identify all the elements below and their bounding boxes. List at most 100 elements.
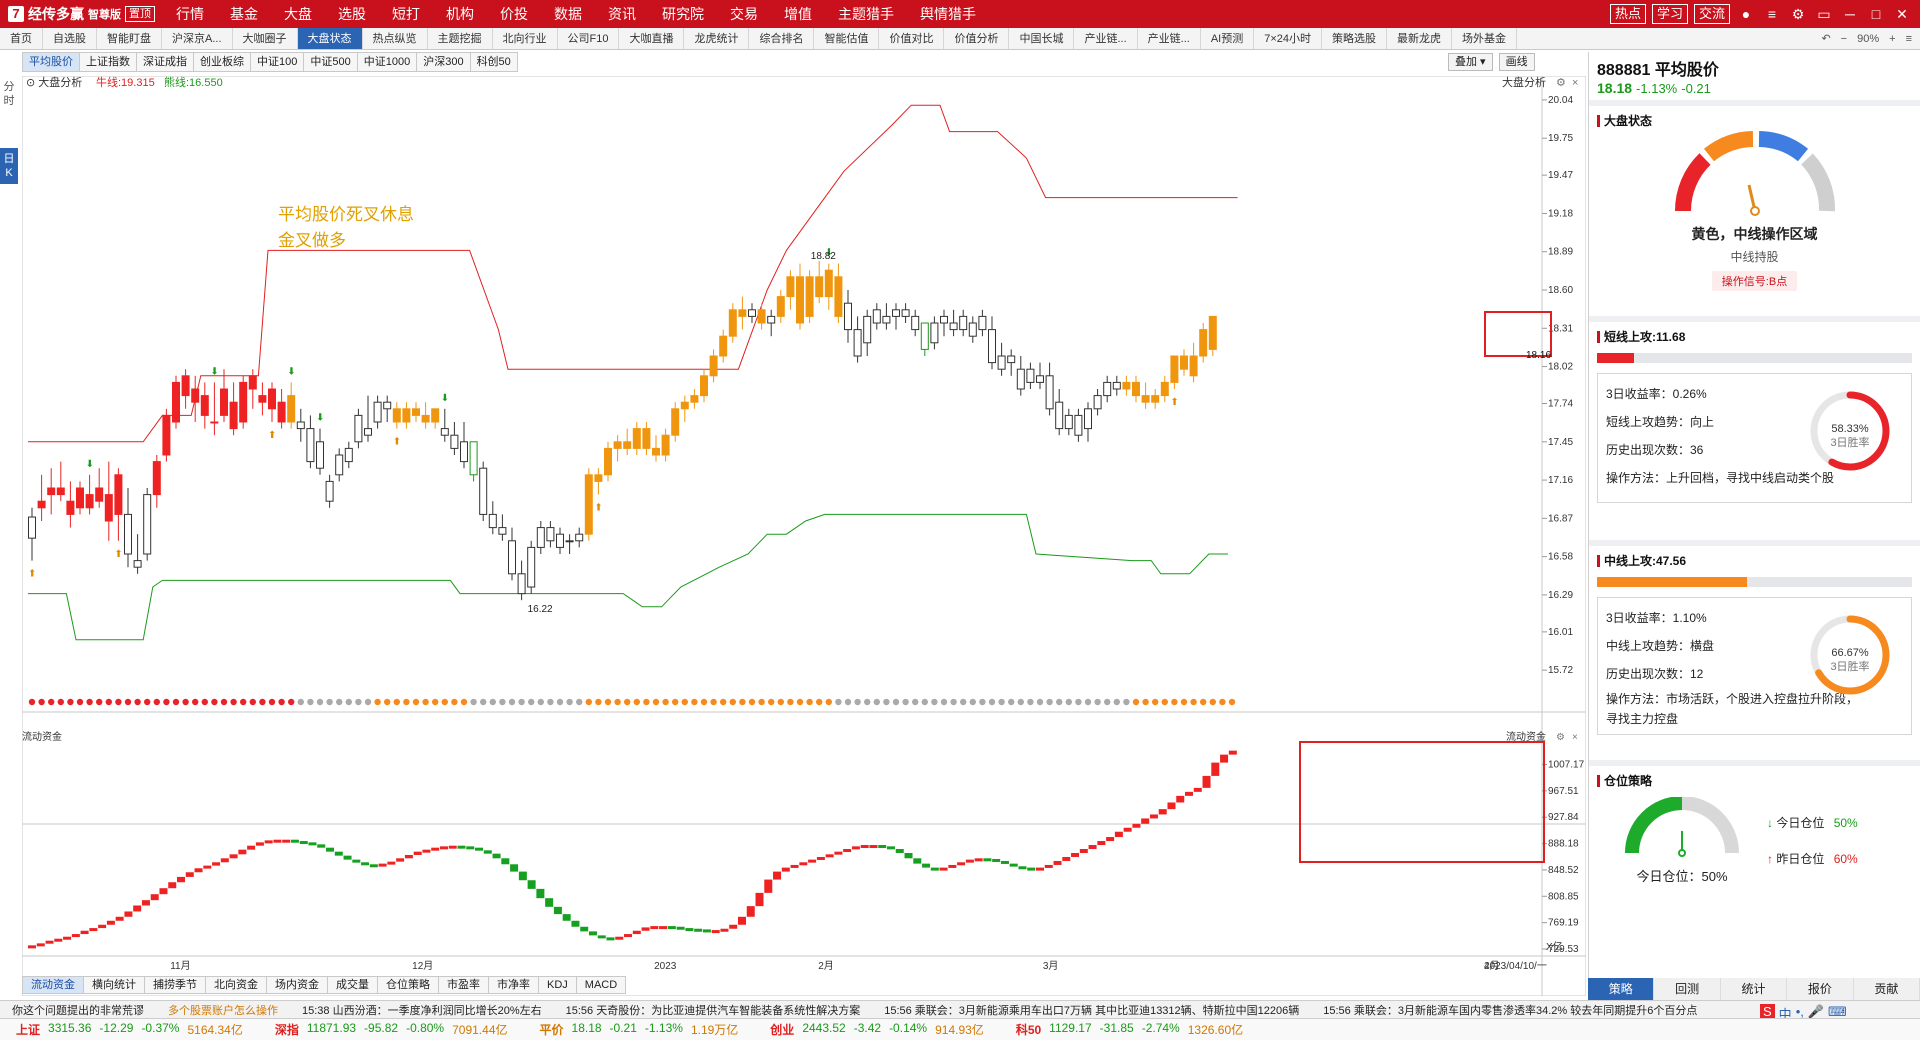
zoom-out-icon[interactable]: −: [1840, 32, 1848, 45]
minimize-icon[interactable]: ─: [1845, 6, 1855, 22]
index-tab[interactable]: 中证1000: [356, 52, 418, 72]
index-tab[interactable]: 沪深300: [416, 52, 471, 72]
ime-mic-icon[interactable]: 🎤: [1807, 1004, 1825, 1019]
indicator-tab[interactable]: 北向资金: [205, 976, 267, 994]
news-item[interactable]: 多个股票账户怎么操作: [168, 1004, 278, 1017]
tab-item[interactable]: AI预测: [1201, 28, 1255, 49]
tab-item[interactable]: 大咖直播: [619, 28, 685, 49]
news-item[interactable]: 15:38 山西汾酒：一季度净利润同比增长20%左右: [302, 1004, 542, 1017]
indicator-tab[interactable]: MACD: [575, 976, 627, 994]
index-quote[interactable]: 平价 18.18 -0.21 -1.13% 1.19万亿: [524, 1021, 755, 1038]
menu-item[interactable]: 资讯: [608, 6, 636, 22]
strategy-tab[interactable]: 统计: [1720, 978, 1788, 1000]
menu-item[interactable]: 基金: [230, 6, 258, 22]
index-quote[interactable]: 深指 11871.93 -95.82 -0.80% 7091.44亿: [259, 1021, 524, 1038]
indicator-tab[interactable]: 流动资金: [22, 976, 84, 994]
index-tab[interactable]: 上证指数: [79, 52, 137, 72]
menu-item[interactable]: 舆情猎手: [920, 6, 976, 22]
tab-item[interactable]: 北向行业: [493, 28, 558, 49]
menu-item[interactable]: 价投: [500, 6, 528, 22]
gear-icon[interactable]: ⚙: [1791, 5, 1805, 22]
index-tab[interactable]: 中证100: [250, 52, 305, 72]
user-icon[interactable]: ●: [1741, 6, 1751, 22]
index-quote[interactable]: 创业 2443.52 -3.42 -0.14% 914.93亿: [754, 1021, 1000, 1038]
flow-settings-icon[interactable]: ⚙: [1556, 732, 1565, 743]
market-state-signal[interactable]: 操作信号:B点: [1711, 271, 1798, 291]
edition-badge[interactable]: 置顶: [125, 6, 155, 22]
maximize-icon[interactable]: □: [1871, 6, 1881, 22]
tab-item[interactable]: 龙虎统计: [684, 28, 750, 49]
indicator-tab[interactable]: 仓位策略: [377, 976, 439, 994]
indicator-tab[interactable]: 市净率: [488, 976, 539, 994]
menu-item[interactable]: 增值: [784, 6, 812, 22]
indicator-tab[interactable]: 横向统计: [83, 976, 145, 994]
tab-item[interactable]: 场外基金: [1452, 28, 1518, 49]
zoom-in-icon[interactable]: +: [1889, 32, 1896, 45]
tab-item[interactable]: 7×24小时: [1254, 28, 1323, 49]
fullscreen-icon[interactable]: ▭: [1817, 5, 1831, 22]
menu-item[interactable]: 数据: [554, 6, 582, 22]
indicator-tab[interactable]: 场内资金: [266, 976, 328, 994]
draw-button[interactable]: 画线: [1498, 53, 1535, 71]
menu-icon[interactable]: ≡: [1767, 6, 1777, 22]
tab-item[interactable]: 主题挖掘: [428, 28, 493, 49]
ime-punct-icon[interactable]: •,: [1795, 1004, 1804, 1019]
period-shi[interactable]: 时: [3, 95, 15, 107]
index-tab[interactable]: 平均股价: [22, 52, 80, 72]
tab-item[interactable]: 热点纵览: [363, 28, 428, 49]
tab-item[interactable]: 价值对比: [879, 28, 945, 49]
index-quote[interactable]: 上证 3315.36 -12.29 -0.37% 5164.34亿: [0, 1021, 259, 1038]
menu-item[interactable]: 研究院: [662, 6, 704, 22]
close-icon[interactable]: ✕: [1896, 5, 1908, 22]
tab-item[interactable]: 大盘状态: [297, 28, 363, 49]
menu-item[interactable]: 机构: [446, 6, 474, 22]
index-tab[interactable]: 中证500: [303, 52, 358, 72]
hot-button[interactable]: 热点: [1609, 4, 1646, 24]
indicator-tab[interactable]: 捕捞季节: [144, 976, 206, 994]
menu-item[interactable]: 选股: [338, 6, 366, 22]
index-tab[interactable]: 创业板综: [193, 52, 251, 72]
index-tab[interactable]: 科创50: [469, 52, 518, 72]
menu-item[interactable]: 行情: [176, 6, 204, 22]
menu-item[interactable]: 主题猎手: [838, 6, 894, 22]
tab-item[interactable]: 智能估值: [814, 28, 880, 49]
index-tab[interactable]: 深证成指: [136, 52, 194, 72]
indicator-tab[interactable]: 市盈率: [438, 976, 489, 994]
undo-icon[interactable]: ↶: [1821, 33, 1831, 45]
main-settings-icon[interactable]: ⚙: [1556, 77, 1566, 89]
tab-menu-icon[interactable]: ≡: [1905, 32, 1912, 45]
menu-item[interactable]: 大盘: [284, 6, 312, 22]
main-close-icon[interactable]: ×: [1572, 77, 1578, 89]
tab-item[interactable]: 产业链...: [1138, 28, 1201, 49]
indicator-tab[interactable]: 成交量: [327, 976, 378, 994]
news-item[interactable]: 15:56 天奇股份：为比亚迪提供汽车智能装备系统性解决方案: [565, 1004, 861, 1017]
tab-item[interactable]: 产业链...: [1074, 28, 1138, 49]
index-quote[interactable]: 科50 1129.17 -31.85 -2.74% 1326.60亿: [1000, 1021, 1259, 1038]
tab-item[interactable]: 策略选股: [1322, 28, 1388, 49]
market-chart[interactable]: ⊙ 大盘分析 牛线:19.315 熊线:16.550 大盘分析 ⚙ × 平均股价…: [22, 76, 1586, 996]
menu-item[interactable]: 交易: [730, 6, 758, 22]
tab-item[interactable]: 大咖圈子: [233, 28, 298, 49]
tab-item[interactable]: 自选股: [43, 28, 97, 49]
tab-item[interactable]: 公司F10: [558, 28, 620, 49]
menu-item[interactable]: 短打: [392, 6, 420, 22]
ime-keyboard-icon[interactable]: ⌨: [1828, 1004, 1847, 1019]
tab-item[interactable]: 价值分析: [944, 28, 1010, 49]
learn-button[interactable]: 学习: [1651, 4, 1688, 24]
strategy-tab[interactable]: 报价: [1787, 978, 1854, 1000]
tab-item[interactable]: 中国长城: [1009, 28, 1075, 49]
tab-item[interactable]: 智能盯盘: [97, 28, 162, 49]
overlay-button[interactable]: 叠加 ▾: [1448, 53, 1493, 71]
tab-item[interactable]: 沪深京A...: [162, 28, 233, 49]
period-day-k[interactable]: 日 K: [0, 148, 18, 184]
tab-item[interactable]: 综合排名: [749, 28, 815, 49]
period-fen[interactable]: 分: [3, 81, 15, 93]
exchange-button[interactable]: 交流: [1693, 4, 1730, 24]
strategy-tab[interactable]: 贡献: [1853, 978, 1920, 1000]
strategy-tab[interactable]: 回测: [1654, 978, 1721, 1000]
news-item[interactable]: 15:56 乘联会：3月新能源车国内零售渗透率34.2% 较去年同期提升6个百分…: [1323, 1004, 1698, 1017]
news-item[interactable]: 你这个问题提出的非常荒谬: [12, 1004, 144, 1017]
indicator-tab[interactable]: KDJ: [538, 976, 577, 994]
strategy-tab[interactable]: 策略: [1588, 978, 1655, 1000]
news-item[interactable]: 15:56 乘联会：3月新能源乘用车出口7万辆 其中比亚迪13312辆、特斯拉中…: [884, 1004, 1300, 1017]
